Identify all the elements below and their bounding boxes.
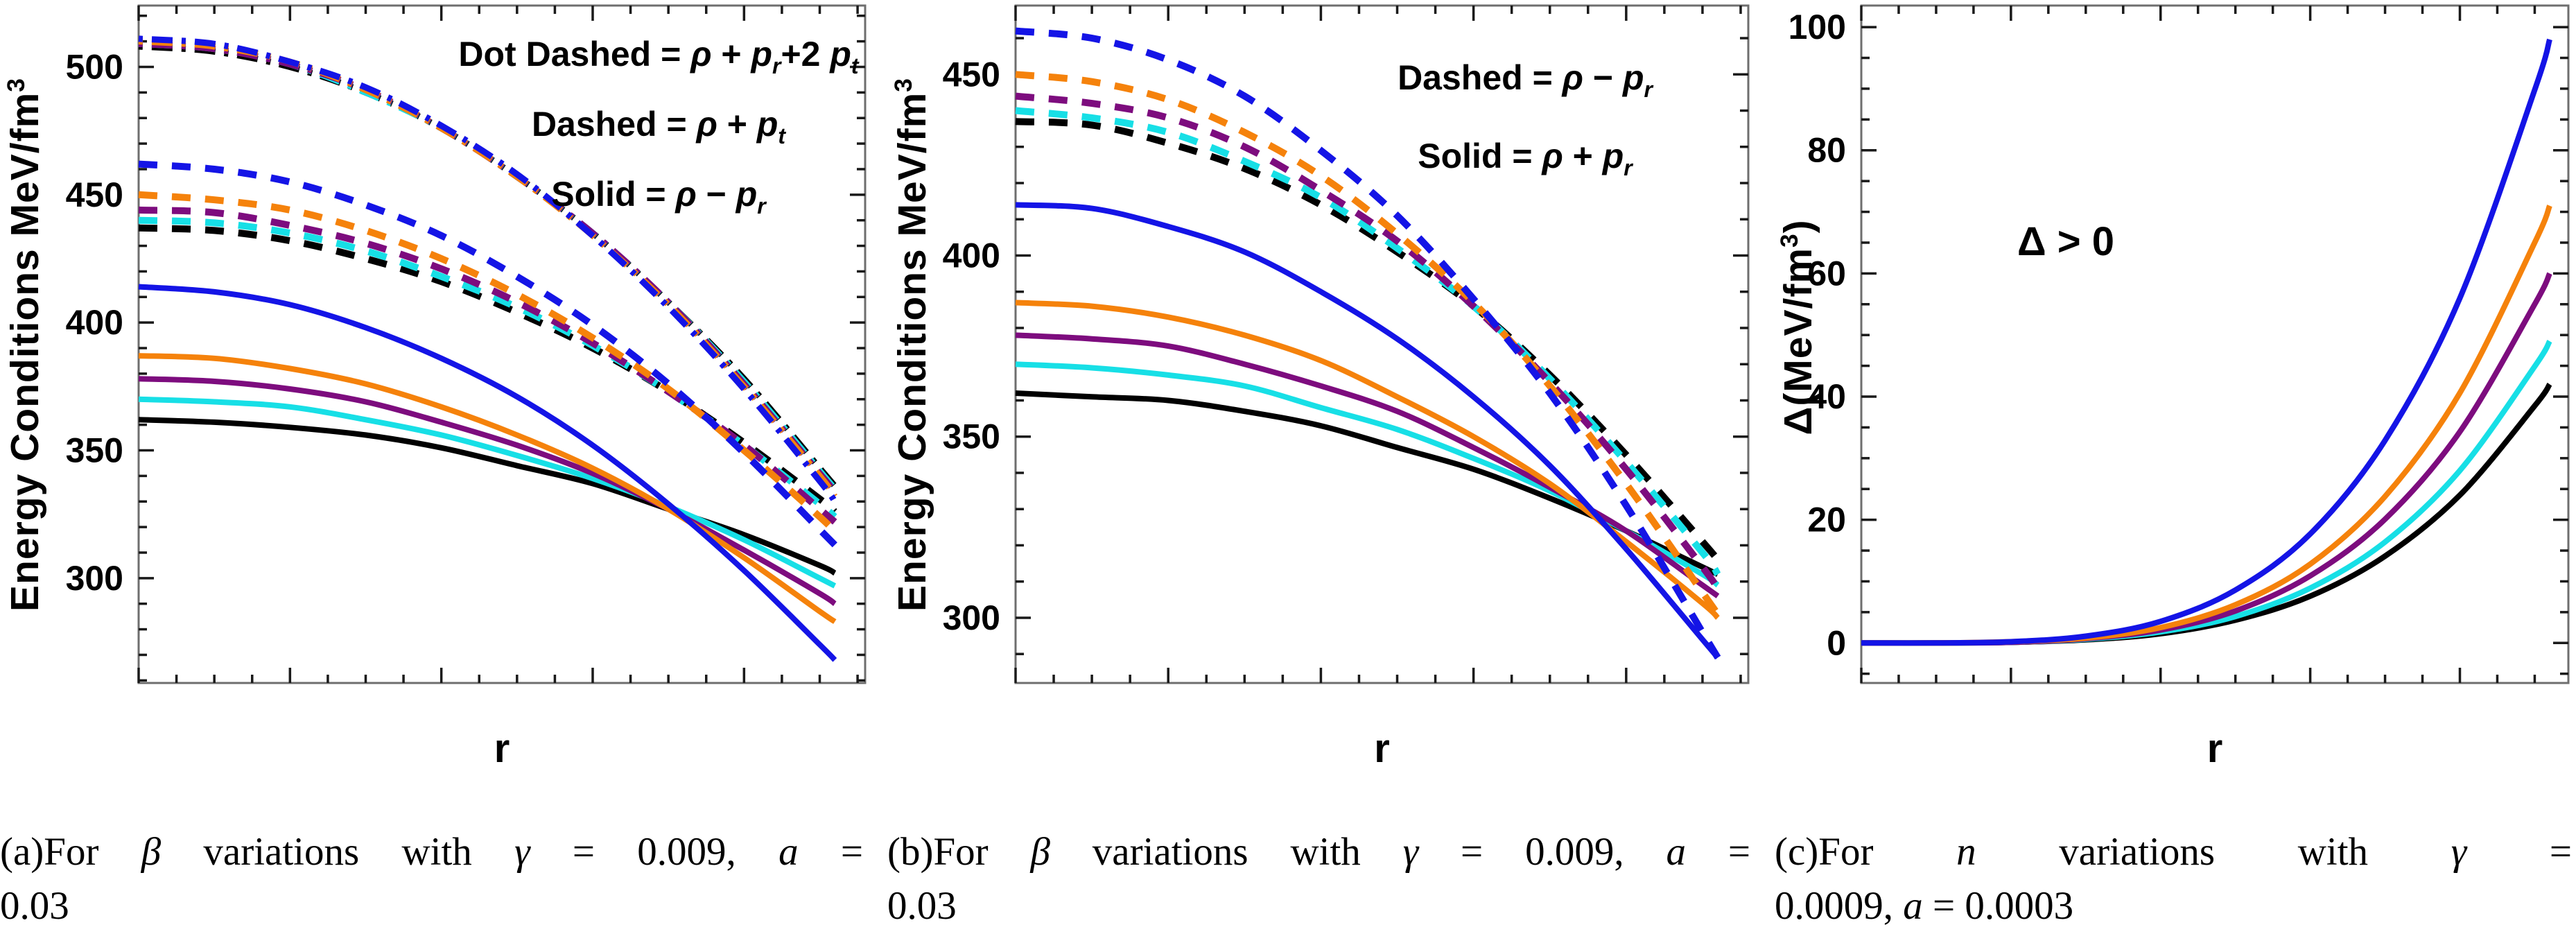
chart-b: 02468300350400450 [943,4,1750,684]
panel-a: Energy Conditions MeV/fm3 02468300350400… [0,0,880,943]
annotation-delta-positive: Δ > 0 [2017,219,2115,264]
y-tick-label: 400 [943,236,1000,275]
legend-entry-solid: Solid = ρ − pr [360,165,957,235]
legend-formula: = ρ + pr+2 pt [651,35,859,78]
chart-c: 02468020406080100 [1789,4,2570,684]
legend-label: Dashed [1398,58,1523,97]
legend-b: Dashed = ρ − pr Solid = ρ + pr [1262,44,1789,201]
series-rho-p-r-black- [138,417,837,576]
legend-label: Solid [1418,137,1503,175]
legend-entry-dashed: Dashed = ρ + pt [360,95,957,165]
series-rho-p-t-purple- [138,206,837,525]
legend-label: Solid [551,175,636,214]
series-rho-p-r-cyan- [1015,107,1721,577]
series-delta-blue- [1861,38,2552,646]
plot-frame [137,4,867,684]
panel-c: Δ(MeV/fm3) 02468020406080100 Δ > 0 r (c)… [1775,0,2576,943]
y-tick-label: 300 [943,598,1000,637]
series-rho-p-r-purple- [1015,332,1720,598]
series-rho-p-r-blue- [138,284,837,662]
plot-frame [1014,4,1750,684]
x-axis-label-c: r [2207,726,2223,771]
y-tick-label: 450 [66,175,123,214]
legend-a: Dot Dashed = ρ + pr+2 pt Dashed = ρ + pt… [360,25,957,235]
y-tick-label: 350 [943,417,1000,456]
series-rho-p-r-orange- [138,353,837,624]
series-delta-orange- [1861,205,2552,646]
legend-formula: = ρ + pt [656,105,786,148]
series-delta-cyan- [1861,340,2552,646]
series-rho-p-r-cyan- [138,396,837,589]
series-rho-p-r-2p-t-blue- [138,35,837,503]
series-rho-p-t-black- [138,224,837,514]
y-tick-label: 500 [66,47,123,86]
series-rho-p-r-orange- [1015,71,1721,616]
y-tick-label: 100 [1789,8,1846,46]
y-tick-label: 80 [1807,131,1846,170]
legend-label: Dashed [531,105,657,144]
caption-c-line2: 0.0009, a = 0.0003 [1775,884,2074,928]
y-tick-label: 300 [66,559,123,598]
caption-a-line1: (a)For β variations with γ = 0.009, a = [0,830,863,874]
caption-c-line1: (c)For n variations with γ = [1775,830,2572,874]
legend-entry-dotdashed: Dot Dashed = ρ + pr+2 pt [360,25,957,95]
legend-label: Dot Dashed [458,35,652,73]
y-tick-label: 60 [1807,254,1846,293]
series-rho-p-r-purple- [138,376,837,607]
panel-b: Energy Conditions MeV/fm3 02468300350400… [887,0,1754,943]
plot-frame [1860,4,2570,684]
y-tick-label: 20 [1807,501,1846,539]
legend-formula: = ρ + pr [1502,137,1633,180]
caption-b: (b)For β variations with γ = 0.009, a = … [887,825,1750,933]
legend-formula: = ρ − pr [1522,58,1653,102]
chart-a: 02468300350400450500 [66,4,867,684]
caption-a-line2: 0.03 [0,884,69,928]
series-rho-p-r-purple- [1015,92,1721,591]
legend-formula: = ρ − pr [636,175,766,218]
y-tick-label: 350 [66,431,123,470]
series-rho-p-r-blue- [1015,202,1721,660]
caption-a: (a)For β variations with γ = 0.009, a = … [0,825,863,933]
caption-b-line2: 0.03 [887,884,957,928]
y-tick-label: 450 [943,55,1000,94]
series-rho-p-r-orange- [1015,300,1720,620]
caption-b-line1: (b)For β variations with γ = 0.009, a = [887,830,1750,874]
caption-c: (c)For n variations with γ = 0.0009, a =… [1775,825,2572,933]
x-axis-label-a: r [494,726,510,771]
series-rho-p-t-blue- [138,160,837,548]
legend-entry-dashed: Dashed = ρ − pr [1262,44,1789,123]
y-tick-label: 40 [1807,377,1846,416]
y-tick-label: 400 [66,303,123,342]
y-tick-label: 0 [1827,623,1846,662]
series-rho-p-r-blue- [1015,27,1721,659]
legend-entry-solid: Solid = ρ + pr [1262,123,1789,201]
x-axis-label-b: r [1374,726,1390,771]
series-rho-p-t-cyan- [138,216,837,520]
